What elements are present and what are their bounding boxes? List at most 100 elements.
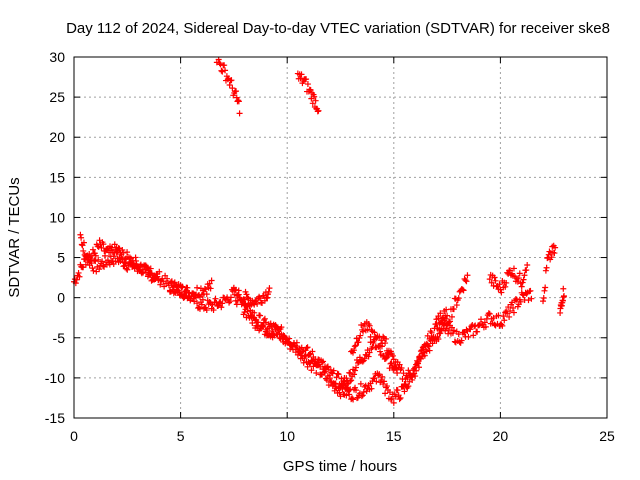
data-point — [528, 295, 535, 302]
data-point — [111, 241, 118, 248]
data-point — [143, 264, 150, 271]
data-point — [235, 97, 242, 104]
data-point — [415, 364, 422, 371]
data-point — [227, 294, 234, 301]
data-point — [88, 256, 95, 263]
data-point — [376, 371, 383, 378]
data-point — [415, 354, 422, 361]
data-point — [421, 352, 428, 359]
data-point — [315, 107, 322, 114]
data-point — [335, 371, 342, 378]
data-point — [171, 279, 178, 286]
data-point — [175, 287, 182, 294]
data-point — [446, 319, 453, 326]
data-point — [495, 312, 502, 319]
data-point — [385, 351, 392, 358]
data-point — [208, 277, 215, 284]
data-point — [519, 279, 526, 286]
data-point — [219, 300, 226, 307]
data-point — [330, 367, 337, 374]
data-point — [147, 265, 154, 272]
data-point — [303, 76, 310, 83]
data-point — [424, 332, 431, 339]
data-point — [269, 327, 276, 334]
data-point — [254, 300, 261, 307]
data-point — [524, 262, 531, 269]
data-point — [422, 346, 429, 353]
data-point — [486, 310, 493, 317]
data-point — [129, 257, 136, 264]
data-point — [342, 384, 349, 391]
data-point — [319, 359, 326, 366]
data-point — [463, 278, 470, 285]
data-point — [306, 351, 313, 358]
data-point — [164, 275, 171, 282]
data-point — [224, 76, 231, 83]
data-points — [71, 56, 568, 406]
data-point — [185, 289, 192, 296]
data-point — [352, 342, 359, 349]
data-point — [169, 284, 176, 291]
data-point — [465, 333, 472, 340]
data-point — [261, 315, 268, 322]
data-point — [251, 301, 258, 308]
data-point — [455, 295, 462, 302]
data-point — [352, 367, 359, 374]
data-point — [114, 248, 121, 255]
data-point — [300, 359, 307, 366]
data-point — [176, 292, 183, 299]
data-point — [443, 306, 450, 313]
data-point — [161, 283, 168, 290]
data-point — [301, 353, 308, 360]
data-point — [212, 295, 219, 302]
data-point — [384, 383, 391, 390]
data-point — [80, 247, 87, 254]
data-point — [226, 299, 233, 306]
data-point — [345, 379, 352, 386]
data-point — [486, 276, 493, 283]
data-point — [396, 396, 403, 403]
data-point — [351, 343, 358, 350]
data-point — [509, 305, 516, 311]
data-point — [517, 298, 524, 305]
data-point — [355, 339, 362, 346]
y-tick-label: 0 — [57, 290, 65, 306]
data-point — [244, 308, 251, 315]
data-point — [518, 283, 525, 290]
data-point — [523, 267, 530, 274]
data-point — [540, 294, 547, 301]
data-point — [371, 329, 378, 336]
data-point — [371, 374, 378, 381]
data-point — [77, 231, 84, 238]
data-point — [309, 100, 316, 107]
data-point — [353, 387, 360, 394]
data-point — [96, 266, 103, 273]
data-point — [501, 317, 508, 324]
data-point — [459, 286, 466, 293]
data-point — [415, 360, 422, 367]
data-point — [378, 343, 385, 350]
data-point — [216, 60, 223, 67]
data-point — [307, 86, 314, 93]
data-point — [442, 312, 449, 319]
data-point — [428, 329, 435, 336]
data-point — [297, 75, 304, 82]
data-point — [439, 316, 446, 323]
data-point — [278, 324, 285, 331]
data-point — [121, 259, 128, 266]
data-point — [394, 369, 401, 376]
data-point — [89, 265, 96, 272]
data-point — [491, 274, 498, 281]
data-point — [308, 357, 315, 364]
data-point — [314, 108, 321, 115]
data-point — [358, 393, 365, 400]
data-point — [233, 88, 240, 95]
data-point — [387, 360, 394, 367]
data-point — [515, 275, 522, 282]
data-point — [380, 381, 387, 388]
data-point — [491, 321, 498, 328]
data-point — [167, 288, 174, 295]
data-point — [89, 246, 96, 253]
data-point — [521, 272, 528, 279]
